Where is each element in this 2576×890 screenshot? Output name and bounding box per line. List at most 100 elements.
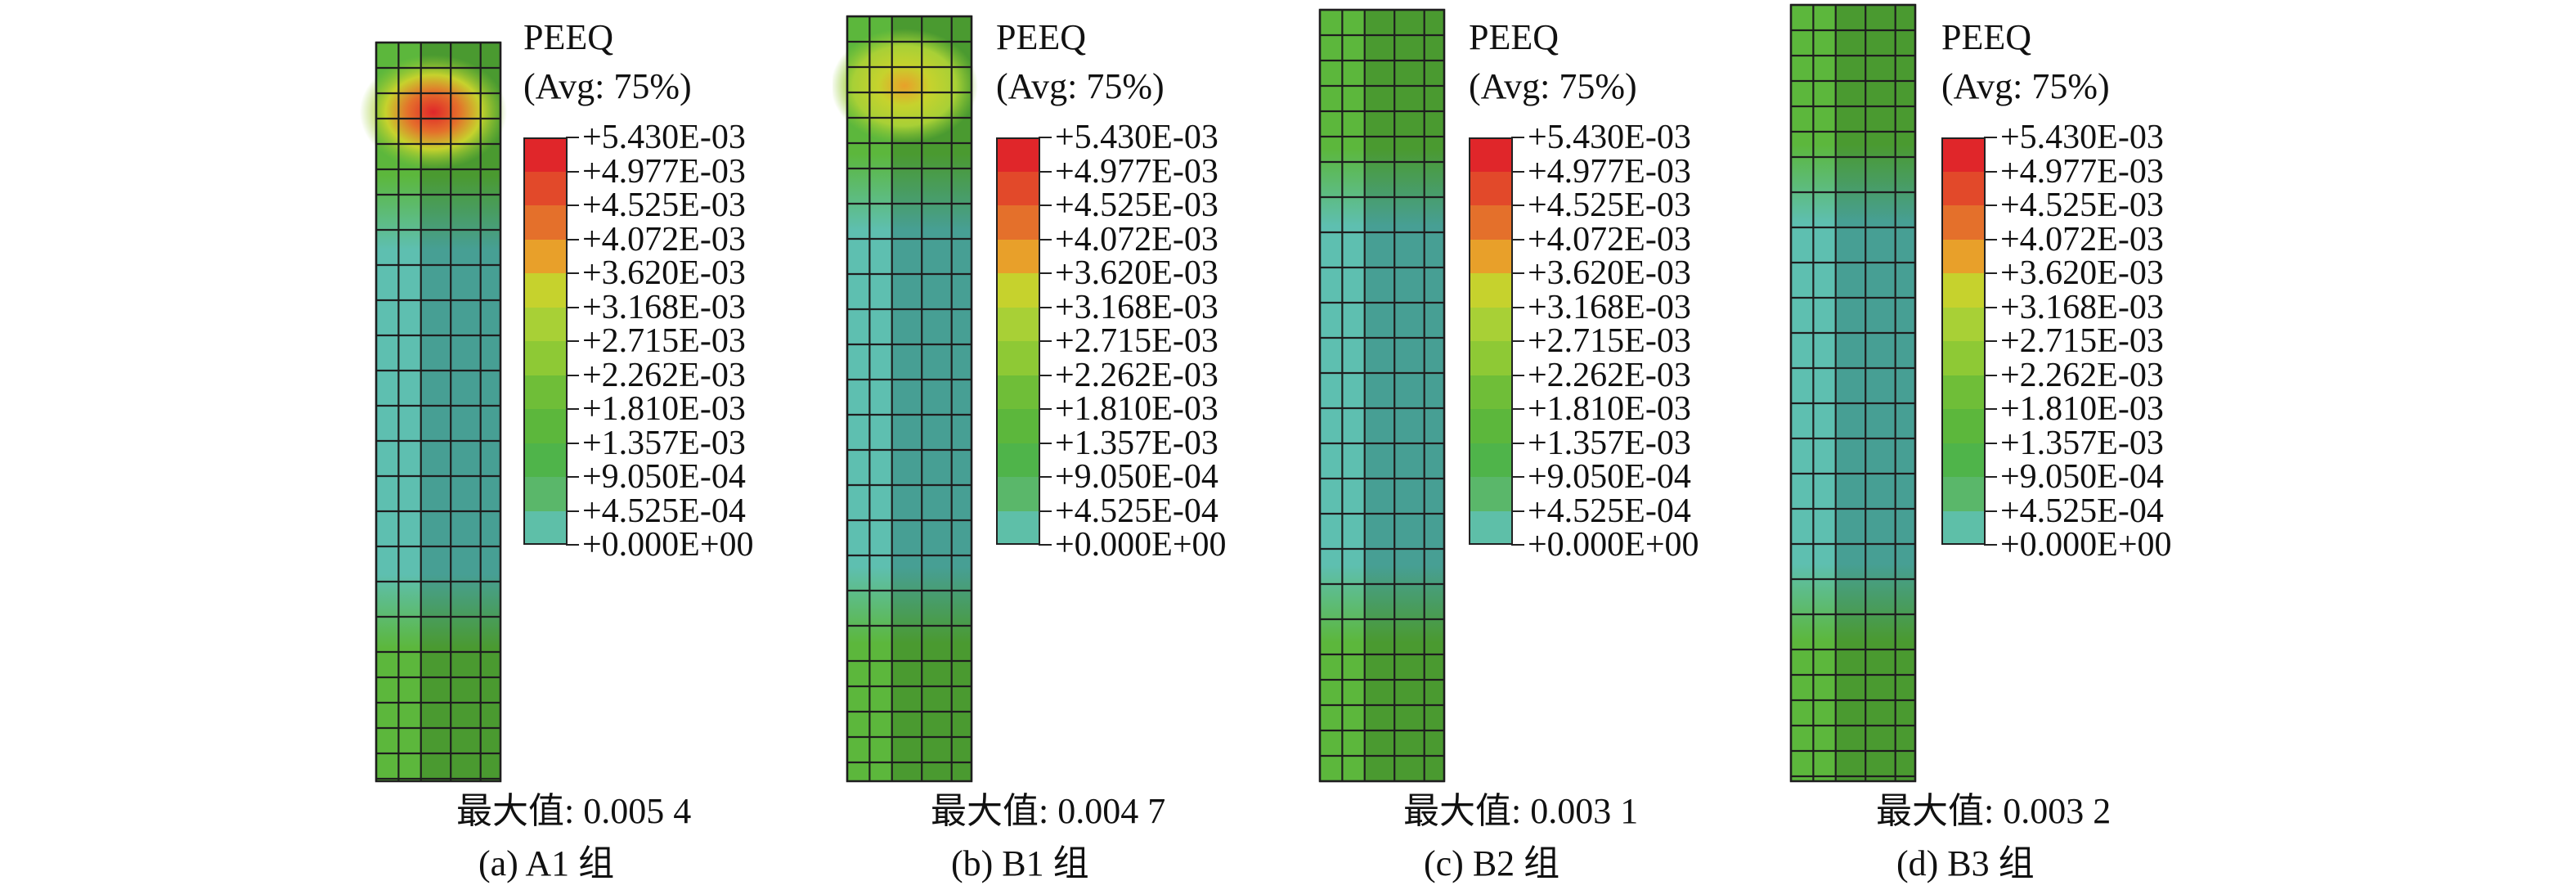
legend-label: +1.357E-03: [582, 424, 746, 462]
legend-tick: [566, 510, 579, 512]
legend-row: +9.050E-04: [523, 460, 850, 511]
legend-row: +4.977E-03: [1941, 155, 2269, 205]
legend-row: +2.262E-03: [523, 358, 850, 409]
legend-label: +4.525E-03: [582, 187, 746, 224]
legend-tick: [1511, 170, 1524, 173]
legend-tick: [1984, 442, 1997, 444]
legend-row: +4.072E-03: [996, 222, 1323, 273]
legend-tick: [566, 340, 579, 342]
legend-label: +2.262E-03: [582, 356, 746, 394]
legend-tick: [1511, 510, 1524, 512]
legend-swatch: [523, 477, 568, 511]
legend-swatch: [996, 239, 1040, 273]
legend-row: +2.715E-03: [1941, 324, 2269, 375]
legend-swatch: [523, 409, 568, 443]
legend-swatch: [1941, 137, 1986, 172]
legend-label: +9.050E-04: [582, 458, 746, 496]
legend-row: +4.977E-03: [1469, 155, 1796, 205]
legend-tick: [1511, 272, 1524, 274]
legend-label: +4.977E-03: [1055, 152, 1218, 191]
legend-row: +2.715E-03: [996, 324, 1323, 375]
legend-label: +3.620E-03: [1055, 254, 1218, 292]
legend-swatch: [1941, 307, 1986, 341]
panel-d: PEEQ (Avg: 75%) +5.430E-03 +4.977E-03 +4.525…: [1778, 0, 2301, 890]
legend-label: +1.357E-03: [1528, 424, 1691, 462]
legend-swatch: [996, 205, 1040, 240]
legend-title: PEEQ: [1941, 17, 2031, 57]
legend-label: +2.715E-03: [2000, 322, 2164, 360]
legend-tick: [1984, 238, 1997, 240]
legend-tick: [566, 205, 579, 206]
legend-row: +5.430E-03: [1469, 120, 1796, 172]
legend-row: +1.357E-03: [523, 426, 850, 477]
legend-tick: [1039, 272, 1052, 274]
legend-tick: [1039, 510, 1052, 512]
legend-label: +4.525E-04: [2000, 492, 2164, 530]
legend-swatch: [1469, 375, 1513, 409]
legend-row: +4.072E-03: [1469, 222, 1796, 273]
legend-label: +3.620E-03: [582, 254, 746, 292]
legend-label: +4.525E-04: [582, 492, 746, 530]
legend-label: +3.168E-03: [1528, 288, 1691, 326]
max-value-label: 最大值: 0.003 1: [1403, 791, 1639, 831]
legend-tick: [1039, 544, 1052, 546]
legend-row: +4.977E-03: [523, 155, 850, 205]
legend-label: +3.620E-03: [2000, 254, 2164, 292]
legend-swatch: [1469, 137, 1513, 172]
legend-tick: [1511, 205, 1524, 206]
legend-swatch: [523, 137, 568, 172]
max-value-label: 最大值: 0.004 7: [931, 791, 1166, 831]
legend-tick: [1984, 306, 1997, 308]
column-contour-plot: [1318, 8, 1446, 783]
legend-tick: [1511, 137, 1524, 138]
legend-tick: [1039, 374, 1052, 376]
legend-label: +5.430E-03: [1528, 119, 1691, 156]
legend-row: +9.050E-04: [996, 460, 1323, 511]
legend-tick: [1984, 205, 1997, 206]
legend-title: PEEQ: [523, 17, 613, 57]
legend-title: PEEQ: [996, 17, 1086, 57]
legend-row: +5.430E-03: [1941, 120, 2269, 172]
legend-row: +3.168E-03: [1941, 290, 2269, 341]
legend-swatch: [996, 273, 1040, 308]
legend-swatch: [523, 443, 568, 477]
legend-row: +4.525E-03: [523, 188, 850, 240]
legend-swatch: [1469, 409, 1513, 443]
legend-row: +4.525E-03: [996, 188, 1323, 240]
legend-tick: [566, 170, 579, 173]
legend-tick: [1511, 340, 1524, 342]
legend-label: +2.715E-03: [1055, 322, 1218, 360]
legend-row: +4.977E-03: [996, 155, 1323, 205]
panel-caption: (d) B3 组: [1896, 843, 2035, 883]
legend-row: +3.168E-03: [523, 290, 850, 341]
legend-row: +4.525E-03: [1469, 188, 1796, 240]
legend-tick: [1039, 205, 1052, 206]
column-contour-plot: [832, 15, 978, 783]
legend-tick: [566, 137, 579, 138]
legend-swatch: [1941, 477, 1986, 511]
legend-title: PEEQ: [1469, 17, 1559, 57]
legend-tick: [1039, 306, 1052, 308]
legend-label: +4.525E-03: [2000, 187, 2164, 224]
legend-row: +4.072E-03: [523, 222, 850, 273]
legend-swatch: [996, 477, 1040, 511]
legend-label: +1.810E-03: [2000, 390, 2164, 428]
legend-tick: [1511, 476, 1524, 478]
legend-label: +5.430E-03: [1055, 119, 1218, 156]
legend-label: +1.810E-03: [1528, 390, 1691, 428]
legend-row: +9.050E-04: [1941, 460, 2269, 511]
legend-swatch: [996, 510, 1040, 545]
legend-row: +3.620E-03: [1941, 256, 2269, 308]
legend-swatch: [523, 171, 568, 205]
panel-caption: (b) B1 组: [951, 843, 1089, 883]
legend-label: +5.430E-03: [582, 119, 746, 156]
column-contour-plot: [360, 41, 507, 783]
legend-row: +4.525E-04: [996, 494, 1323, 545]
legend-tick: [1984, 374, 1997, 376]
legend-tick: [1984, 510, 1997, 512]
legend-row: +5.430E-03: [996, 120, 1323, 172]
legend-tick: [1984, 272, 1997, 274]
legend-label: +4.072E-03: [2000, 220, 2164, 258]
legend-tick: [1511, 306, 1524, 308]
legend-row: +2.262E-03: [1469, 358, 1796, 409]
